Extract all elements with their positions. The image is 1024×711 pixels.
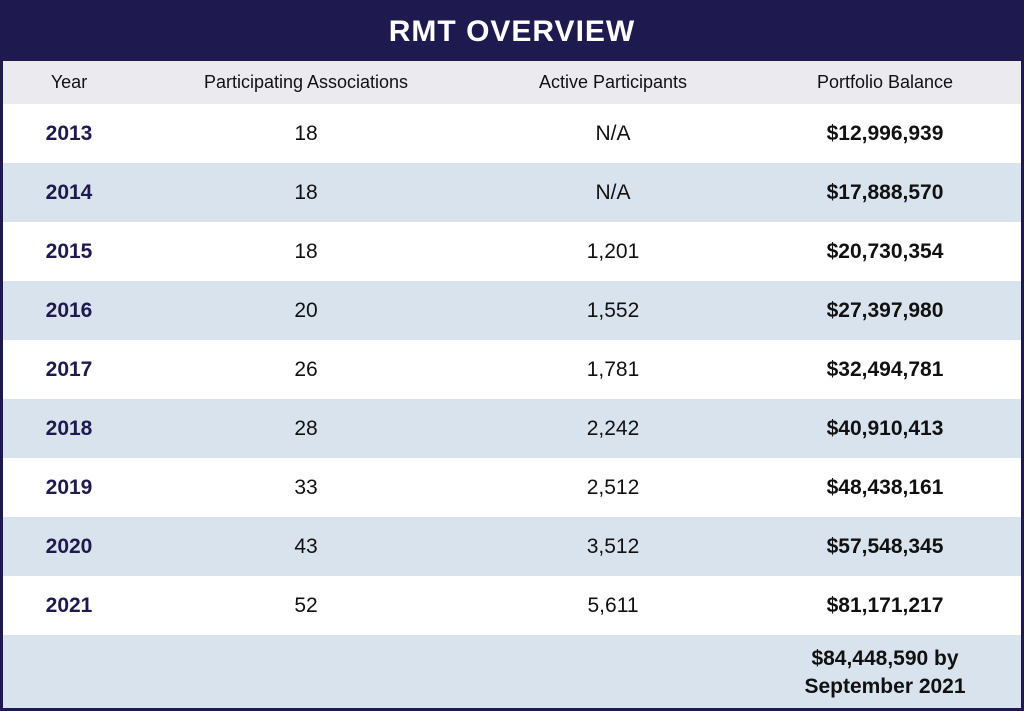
- table-row: 2019 33 2,512 $48,438,161: [3, 458, 1021, 517]
- footer-note-line-1: $84,448,590 by: [811, 647, 959, 670]
- participants-cell: N/A: [595, 121, 631, 145]
- associations-cell: 33: [294, 475, 318, 499]
- table-row: 2015 18 1,201 $20,730,354: [3, 222, 1021, 281]
- table-row: 2013 18 N/A $12,996,939: [3, 104, 1021, 163]
- participants-cell: 5,611: [587, 593, 639, 617]
- associations-cell: 43: [294, 534, 318, 558]
- balance-cell: $17,888,570: [826, 180, 944, 204]
- participants-cell: 3,512: [586, 534, 640, 558]
- year-cell: 2014: [45, 180, 93, 204]
- table-row: 2014 18 N/A $17,888,570: [3, 163, 1021, 222]
- table-row: 2016 20 1,552 $27,397,980: [3, 281, 1021, 340]
- associations-cell: 18: [294, 121, 318, 145]
- associations-cell: 28: [294, 416, 318, 440]
- year-cell: 2016: [45, 298, 93, 322]
- associations-cell: 20: [294, 298, 318, 322]
- participants-cell: 2,512: [586, 475, 640, 499]
- participants-cell: 2,242: [586, 416, 640, 440]
- participants-cell: 1,781: [586, 357, 640, 381]
- balance-cell: $12,996,939: [826, 121, 944, 145]
- participants-cell: N/A: [595, 180, 631, 204]
- associations-cell: 52: [294, 593, 318, 617]
- balance-cell: $57,548,345: [826, 534, 944, 558]
- year-cell: 2020: [45, 534, 93, 558]
- associations-cell: 18: [294, 239, 318, 263]
- year-cell: 2021: [45, 593, 93, 617]
- table-row: 2017 26 1,781 $32,494,781: [3, 340, 1021, 399]
- year-cell: 2018: [45, 416, 93, 440]
- header-balance: Portfolio Balance: [816, 72, 954, 92]
- footer-note: $84,448,590 by September 2021: [749, 645, 1021, 701]
- table-row: 2020 43 3,512 $57,548,345: [3, 517, 1021, 576]
- balance-cell: $27,397,980: [826, 298, 944, 322]
- footer-row: $84,448,590 by September 2021: [3, 635, 1021, 708]
- balance-cell: $81,171,217: [826, 593, 944, 617]
- year-cell: 2013: [45, 121, 93, 145]
- participants-cell: 1,201: [586, 239, 640, 263]
- year-cell: 2019: [45, 475, 93, 499]
- balance-cell: $32,494,781: [826, 357, 944, 381]
- title-bar: RMT OVERVIEW: [3, 3, 1021, 61]
- associations-cell: 26: [294, 357, 318, 381]
- table-title: RMT OVERVIEW: [388, 15, 636, 48]
- table-body: 2013 18 N/A $12,996,939 2014 18 N/A $17,888,570…: [3, 104, 1021, 635]
- associations-cell: 18: [294, 180, 318, 204]
- table-row: 2018 28 2,242 $40,910,413: [3, 399, 1021, 458]
- balance-cell: $40,910,413: [826, 416, 944, 440]
- year-cell: 2017: [45, 357, 93, 381]
- balance-cell: $20,730,354: [826, 239, 944, 263]
- table-row: 2021 52 5,611 $81,171,217: [3, 576, 1021, 635]
- footer-note-line-2: September 2021: [804, 675, 966, 698]
- header-participants: Active Participants: [538, 72, 688, 92]
- header-associations: Participating Associations: [203, 72, 409, 92]
- header-row: Year Participating Associations Active P…: [3, 61, 1021, 104]
- header-year: Year: [50, 72, 88, 92]
- participants-cell: 1,552: [586, 298, 640, 322]
- balance-cell: $48,438,161: [826, 475, 944, 499]
- year-cell: 2015: [45, 239, 93, 263]
